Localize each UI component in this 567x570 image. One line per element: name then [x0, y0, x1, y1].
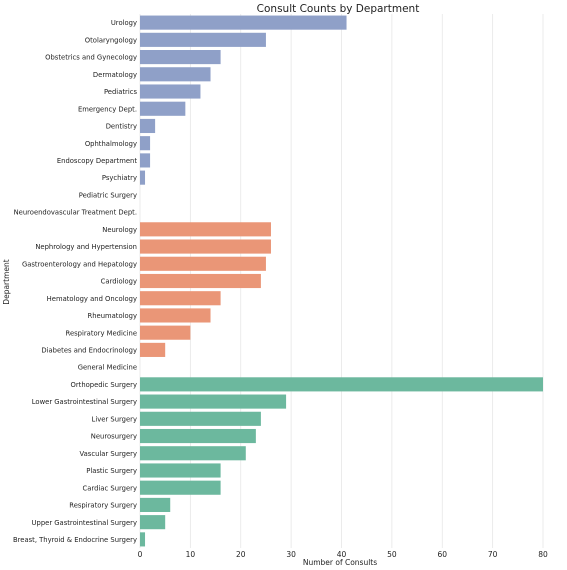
bar-15 [140, 273, 261, 289]
bar-0 [140, 15, 347, 30]
y-tick-label-16: Hematology and Oncology [47, 295, 137, 303]
bar-7 [140, 136, 151, 151]
bar-14 [140, 256, 266, 271]
x-tick-labels: 0 10 20 30 40 50 60 70 80 [138, 550, 548, 559]
bar-6 [140, 118, 156, 134]
y-tick-label-2: Obstetrics and Gynecology [45, 54, 137, 62]
y-tick-label-0: Urology [111, 19, 137, 27]
y-tick-label-1: Otolaryngology [85, 36, 137, 44]
y-tick-label-18: Respiratory Medicine [66, 329, 137, 337]
y-tick-label-24: Neurosurgery [91, 433, 137, 441]
x-tick-label-3: 30 [286, 550, 296, 559]
bar-30 [140, 532, 146, 547]
bar-2 [140, 50, 221, 65]
bar-16 [140, 291, 221, 306]
y-tick-label-10: Pediatric Surgery [79, 191, 137, 199]
bar-17 [140, 308, 211, 323]
bar-1 [140, 32, 266, 47]
bar-26 [140, 463, 221, 478]
y-tick-labels: Urology Otolaryngology Obstetrics and Gyne… [13, 19, 137, 544]
y-tick-label-9: Psychiatry [102, 174, 137, 182]
bar-25 [140, 446, 246, 461]
y-tick-label-29: Upper Gastrointestinal Surgery [32, 519, 137, 527]
y-tick-label-28: Respiratory Surgery [69, 502, 137, 510]
y-tick-label-6: Dentistry [106, 123, 137, 131]
y-tick-label-15: Cardiology [101, 278, 137, 286]
y-axis-label: Department [2, 259, 11, 304]
x-tick-label-2: 20 [236, 550, 246, 559]
bar-24 [140, 428, 256, 444]
y-tick-label-21: Orthopedic Surgery [71, 381, 137, 389]
y-tick-label-14: Gastroenterology and Hepatology [22, 260, 137, 268]
bar-19 [140, 342, 166, 357]
y-tick-label-12: Neurology [102, 226, 137, 234]
x-axis-label: Number of Consults [303, 558, 377, 567]
x-tick-label-1: 10 [186, 550, 196, 559]
x-tick-label-7: 70 [488, 550, 498, 559]
bar-27 [140, 480, 221, 495]
y-tick-label-27: Cardiac Surgery [83, 484, 137, 492]
y-tick-label-8: Endoscopy Department [57, 157, 137, 165]
bar-12 [140, 222, 271, 237]
grid-lines [139, 14, 544, 548]
y-tick-label-13: Nephrology and Hypertension [35, 243, 137, 251]
y-tick-label-3: Dermatology [93, 71, 137, 79]
y-tick-label-19: Diabetes and Endocrinology [41, 347, 137, 355]
y-tick-label-17: Rheumatology [87, 312, 137, 320]
bar-9 [140, 170, 146, 185]
bar-5 [140, 101, 186, 116]
bar-4 [140, 84, 201, 99]
y-tick-label-4: Pediatrics [104, 88, 137, 96]
bar-13 [140, 239, 271, 254]
y-tick-label-11: Neuroendovascular Treatment Dept. [14, 209, 137, 217]
bar-3 [140, 67, 211, 82]
bar-28 [140, 497, 171, 512]
y-tick-label-20: General Medicine [78, 364, 137, 372]
bar-22 [140, 394, 287, 409]
y-tick-label-30: Breast, Thyroid & Endocrine Surgery [13, 536, 137, 544]
bar-29 [140, 515, 166, 530]
y-tick-label-25: Vascular Surgery [80, 450, 138, 458]
y-tick-label-5: Emergency Dept. [78, 105, 137, 113]
y-tick-label-23: Liver Surgery [92, 415, 137, 423]
y-tick-label-7: Ophthalmology [85, 140, 137, 148]
y-tick-label-22: Lower Gastrointestinal Surgery [32, 398, 137, 406]
x-tick-label-0: 0 [138, 550, 143, 559]
x-tick-label-6: 60 [437, 550, 447, 559]
bars [140, 15, 543, 547]
chart-title: Consult Counts by Department [257, 3, 420, 15]
bar-18 [140, 325, 191, 340]
x-tick-label-4: 40 [337, 550, 347, 559]
x-tick-label-5: 50 [387, 550, 397, 559]
bar-8 [140, 153, 151, 168]
x-tick-label-8: 80 [538, 550, 548, 559]
bar-21 [140, 377, 543, 392]
y-tick-label-26: Plastic Surgery [86, 467, 137, 475]
bar-23 [140, 411, 261, 426]
